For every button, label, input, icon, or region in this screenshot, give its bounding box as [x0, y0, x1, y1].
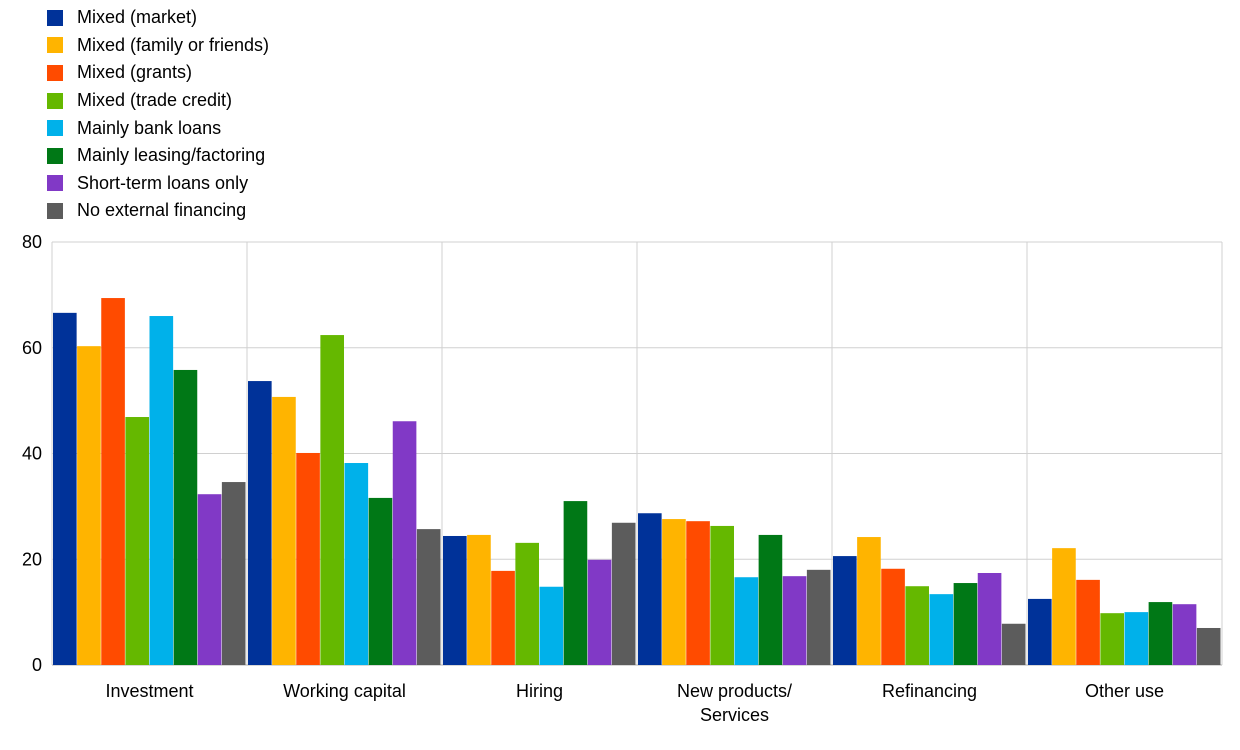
legend-swatch — [47, 120, 63, 137]
bar — [248, 381, 272, 665]
bar — [491, 570, 515, 665]
bar — [563, 501, 588, 665]
legend-label: Mixed (family or friends) — [77, 34, 270, 55]
bar — [1052, 548, 1076, 665]
x-tick-label: Other use — [1085, 681, 1164, 701]
bar — [1100, 613, 1124, 665]
bar — [1001, 623, 1026, 665]
bar — [758, 534, 783, 665]
bar — [611, 522, 636, 665]
bar — [1124, 612, 1149, 665]
bar — [638, 513, 662, 665]
bar — [881, 568, 905, 665]
legend-label: Mainly leasing/factoring — [77, 145, 266, 166]
y-tick-label: 80 — [22, 232, 42, 252]
bar — [296, 452, 320, 665]
legend-swatch — [47, 9, 63, 26]
bar — [1076, 579, 1100, 665]
bar — [953, 583, 978, 665]
legend-label: Mixed (market) — [77, 7, 198, 28]
bar — [173, 369, 198, 665]
bar — [782, 576, 807, 665]
bar — [344, 463, 369, 665]
legend-swatch — [47, 64, 63, 81]
legend-swatch — [47, 175, 63, 192]
legend-item: Short-term loans only — [47, 170, 269, 198]
legend-item: Mainly bank loans — [47, 114, 269, 142]
bar — [686, 521, 710, 665]
legend-swatch — [47, 202, 63, 219]
legend-item: No external financing — [47, 197, 269, 225]
bar — [197, 494, 222, 665]
bar — [977, 572, 1002, 665]
bar — [53, 312, 77, 665]
bar — [587, 559, 612, 665]
bar — [515, 542, 539, 665]
bar — [272, 396, 296, 665]
bar — [806, 569, 831, 665]
legend-label: Mixed (trade credit) — [77, 90, 233, 111]
bar — [857, 537, 881, 665]
bar — [467, 534, 491, 665]
legend-item: Mixed (trade credit) — [47, 87, 269, 115]
bar — [125, 417, 149, 665]
x-tick-label: Hiring — [516, 681, 563, 701]
y-tick-label: 20 — [22, 549, 42, 569]
bar — [662, 519, 686, 665]
bar — [416, 529, 441, 665]
legend-swatch — [47, 147, 63, 164]
bar — [392, 421, 417, 665]
legend-swatch — [47, 92, 63, 109]
bar — [1172, 604, 1197, 665]
x-tick-label: Refinancing — [882, 681, 977, 701]
legend-label: No external financing — [77, 200, 247, 221]
chart-legend: Mixed (market) Mixed (family or friends) M… — [47, 4, 269, 225]
x-tick-label: Services — [700, 705, 769, 725]
bar — [443, 535, 467, 665]
x-tick-label: Investment — [105, 681, 193, 701]
bar — [905, 586, 929, 665]
bar — [77, 346, 101, 665]
y-tick-label: 40 — [22, 444, 42, 464]
bar — [149, 316, 174, 665]
y-tick-label: 0 — [32, 655, 42, 675]
bar — [1196, 627, 1221, 665]
bar — [320, 335, 344, 665]
bar — [734, 577, 759, 665]
x-tick-label: Working capital — [283, 681, 406, 701]
bar — [1148, 602, 1173, 665]
legend-swatch — [47, 37, 63, 54]
bar — [539, 586, 564, 665]
legend-label: Short-term loans only — [77, 172, 249, 193]
y-tick-label: 60 — [22, 338, 42, 358]
legend-item: Mixed (grants) — [47, 59, 269, 87]
legend-item: Mixed (family or friends) — [47, 32, 269, 60]
legend-label: Mixed (grants) — [77, 62, 193, 83]
x-tick-label: New products/ — [677, 681, 792, 701]
bar — [101, 298, 125, 665]
legend-item: Mainly leasing/factoring — [47, 142, 269, 170]
bar — [929, 594, 954, 665]
bar — [221, 482, 246, 665]
bar — [833, 556, 857, 665]
bar — [710, 525, 734, 665]
bar — [368, 497, 393, 665]
legend-label: Mainly bank loans — [77, 117, 222, 138]
bar — [1028, 598, 1052, 665]
legend-item: Mixed (market) — [47, 4, 269, 32]
